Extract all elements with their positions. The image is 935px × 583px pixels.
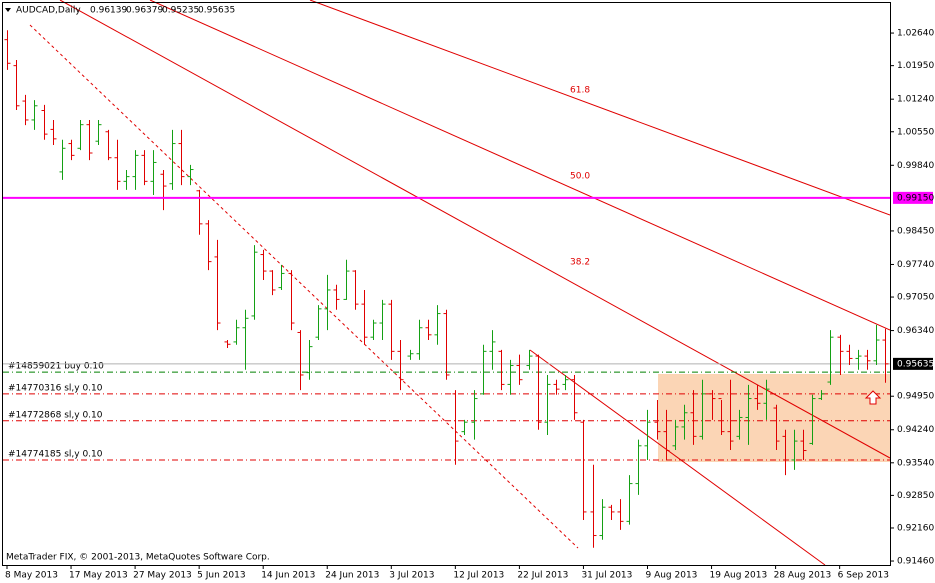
footer: MetaTrader FIX, © 2001-2013, MetaQuotes … xyxy=(6,553,270,563)
y-tick-label: 0.97740 xyxy=(897,260,934,270)
h-line-label: 0.99150 xyxy=(897,193,934,203)
x-tick-label: 17 May 2013 xyxy=(69,571,128,581)
h-line-tag xyxy=(893,191,933,204)
x-tick-label: 14 Jun 2013 xyxy=(261,571,315,581)
fib-label: 61.8 xyxy=(570,86,590,96)
x-tick-label: 24 Jun 2013 xyxy=(325,571,379,581)
y-tick-label: 0.98450 xyxy=(897,226,934,236)
y-tick-label: 0.94950 xyxy=(897,392,934,402)
arrow-icon xyxy=(864,390,882,405)
x-tick-label: 28 Aug 2013 xyxy=(774,571,832,581)
menu-icon[interactable] xyxy=(5,8,11,12)
fib-line xyxy=(309,0,891,216)
header-open: 0.96139 xyxy=(90,6,127,16)
order-label: #14770316 sl,y 0.10 xyxy=(8,383,103,393)
bars xyxy=(4,30,889,548)
order-label: #14859021 buy 0.10 xyxy=(8,362,104,372)
y-tick-label: 1.01240 xyxy=(897,95,934,105)
header-close: 0.95635 xyxy=(198,6,235,16)
trendlines xyxy=(29,0,891,566)
y-tick-label: 0.96340 xyxy=(897,326,934,336)
y-tick-label: 0.99840 xyxy=(897,161,934,171)
header-high: 0.96379 xyxy=(126,6,163,16)
y-tick-label: 1.01950 xyxy=(897,61,934,71)
trend-line xyxy=(529,349,826,566)
fib-label: 50.0 xyxy=(570,172,590,182)
x-tick-label: 19 Aug 2013 xyxy=(710,571,768,581)
y-tick-label: 0.97050 xyxy=(897,293,934,303)
header-low: 0.95235 xyxy=(162,6,199,16)
trend-line xyxy=(29,24,579,549)
zone xyxy=(658,374,890,462)
y-tick-label: 0.92160 xyxy=(897,523,934,533)
x-tick-label: 3 Jul 2013 xyxy=(389,571,434,581)
price-label: 0.95635 xyxy=(897,359,934,369)
y-tick-label: 0.91460 xyxy=(897,557,934,567)
price-tag xyxy=(893,357,933,370)
y-tick-label: 1.02640 xyxy=(897,29,934,39)
x-tick-label: 6 Sep 2013 xyxy=(838,571,889,581)
order-label: #14774185 sl,y 0.10 xyxy=(8,449,103,459)
axes: 1.02640 1.01950 1.01240 1.00550 0.99840 0.984… xyxy=(5,29,934,581)
y-tick-label: 0.94240 xyxy=(897,425,934,435)
x-tick-label: 12 Jul 2013 xyxy=(453,571,504,581)
y-tick-label: 1.00550 xyxy=(897,127,934,137)
x-tick-label: 5 Jun 2013 xyxy=(197,571,245,581)
fib-line xyxy=(59,0,891,459)
order-label: #14772868 sl,y 0.10 xyxy=(8,410,103,420)
x-tick-label: 9 Aug 2013 xyxy=(645,571,697,581)
x-tick-label: 27 May 2013 xyxy=(133,571,192,581)
fib-label: 38.2 xyxy=(570,258,590,268)
plot-frame xyxy=(2,2,891,566)
y-tick-label: 0.92850 xyxy=(897,491,934,501)
x-tick-label: 31 Jul 2013 xyxy=(581,571,632,581)
fib-line xyxy=(149,0,891,331)
x-tick-label: 8 May 2013 xyxy=(5,571,58,581)
chart-title: AUDCAD,Daily xyxy=(16,6,81,16)
x-tick-label: 22 Jul 2013 xyxy=(517,571,568,581)
y-tick-label: 0.93540 xyxy=(897,458,934,468)
